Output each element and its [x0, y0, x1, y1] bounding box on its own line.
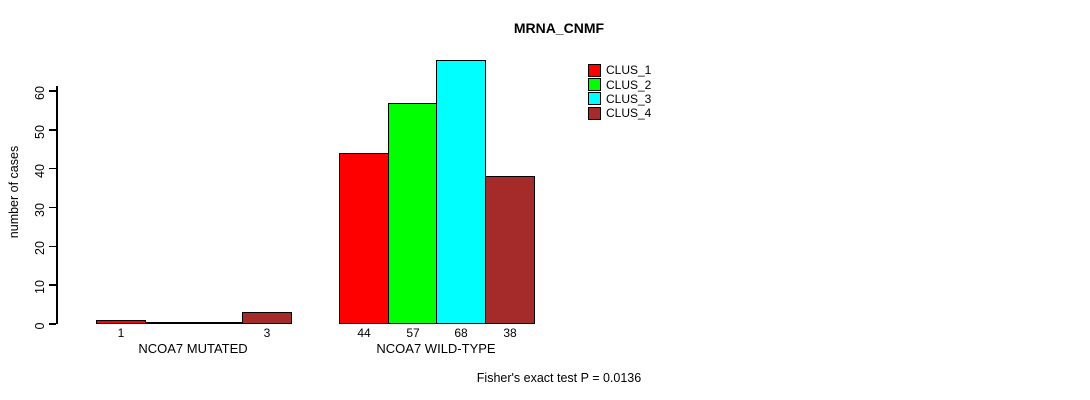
bar-value-label: 38	[503, 326, 517, 340]
bar-clus_2-group2	[388, 103, 438, 324]
bar-value-label: 3	[263, 326, 271, 340]
legend-item-clus_2: CLUS_2	[588, 77, 652, 92]
bar-value-label: 1	[117, 326, 125, 340]
bar-clus_4-group1	[242, 312, 292, 324]
y-tick-mark	[49, 167, 56, 170]
legend-item-clus_1: CLUS_1	[588, 63, 651, 77]
y-tick-label-text: 50	[33, 124, 47, 139]
y-tick-label-text: 20	[33, 241, 47, 256]
bar-value-label: 68	[454, 326, 468, 340]
legend-label: CLUS_4	[606, 106, 652, 121]
y-tick-label-text: 60	[33, 86, 47, 100]
legend-item-clus_3: CLUS_3	[588, 92, 651, 106]
y-axis-title-text: number of cases	[7, 145, 21, 239]
bar-clus_3-group1-zero	[193, 321, 243, 324]
bar-clus_3-group2	[436, 60, 486, 324]
legend: CLUS_1 CLUS_2 CLUS_3 CLUS_4	[588, 63, 651, 121]
y-tick-mark	[49, 129, 56, 131]
chart-title: MRNA_CNMF	[513, 20, 605, 36]
legend-swatch-clus_1	[588, 63, 601, 77]
y-tick-label-text: 40	[33, 163, 47, 178]
y-tick-label-text: 0	[33, 322, 47, 330]
legend-label: CLUS_2	[606, 77, 652, 92]
legend-label: CLUS_3	[606, 91, 652, 106]
y-tick-mark	[49, 90, 56, 92]
legend-swatch-clus_4	[588, 106, 601, 120]
y-axis-line	[56, 86, 58, 324]
x-category-label: NCOA7 WILD-TYPE	[376, 341, 496, 356]
legend-swatch-clus_2	[588, 78, 601, 92]
bar-value-label: 57	[406, 326, 420, 340]
legend-label: CLUS_1	[606, 63, 652, 78]
y-tick-mark	[49, 284, 56, 286]
y-tick-mark	[49, 206, 56, 209]
bar-clus_4-group2	[485, 176, 535, 324]
bar-clus_2-group1-zero	[145, 321, 195, 324]
y-tick-mark	[49, 245, 56, 248]
annotation-text: Fisher's exact test P = 0.0136	[476, 371, 642, 385]
y-tick-label-text: 30	[33, 202, 47, 217]
y-tick-mark	[49, 323, 56, 325]
bar-clus_1-group1	[96, 320, 146, 324]
legend-item-clus_4: CLUS_4	[588, 106, 651, 120]
x-category-label: NCOA7 MUTATED	[138, 341, 248, 356]
legend-swatch-clus_3	[588, 92, 601, 106]
bar-clus_1-group2	[339, 153, 389, 324]
bar-value-label: 44	[357, 326, 371, 340]
y-tick-label-text: 10	[33, 280, 47, 295]
